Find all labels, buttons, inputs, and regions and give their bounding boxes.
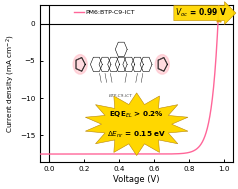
Polygon shape <box>85 93 188 156</box>
Text: $V_{oc}$ = 0.99 V: $V_{oc}$ = 0.99 V <box>175 7 228 22</box>
Text: EQE$_{EL}$ > 0.2%: EQE$_{EL}$ > 0.2% <box>109 109 164 120</box>
Y-axis label: Current density (mA cm$^{-2}$): Current density (mA cm$^{-2}$) <box>5 34 17 133</box>
Text: $\Delta E_{nr}$ = 0.15 eV: $\Delta E_{nr}$ = 0.15 eV <box>107 130 166 140</box>
Legend: PM6:BTP-C9-ICT: PM6:BTP-C9-ICT <box>74 10 135 15</box>
X-axis label: Voltage (V): Voltage (V) <box>113 175 160 184</box>
